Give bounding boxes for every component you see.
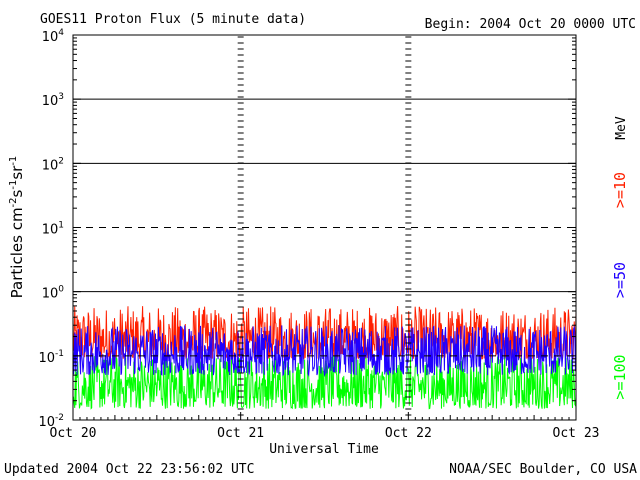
- y-tick-label-2: 102: [42, 156, 64, 173]
- svg-text:>=50: >=50: [611, 262, 629, 298]
- x-axis-label: Universal Time: [269, 442, 379, 457]
- y-tick-label-6: 10-2: [38, 413, 64, 430]
- plot-series: [72, 306, 577, 410]
- source-label: NOAA/SEC Boulder, CO USA: [449, 462, 637, 477]
- y-label-sr: sr: [8, 165, 26, 180]
- x-tick-label-2: Oct 22: [385, 426, 432, 441]
- y-label-sup1: -2: [8, 197, 19, 207]
- begin-label: Begin: 2004 Oct 20 0000 UTC: [425, 17, 636, 32]
- day-markers: [237, 36, 412, 416]
- series-line-2: [72, 355, 577, 410]
- updated-label: Updated 2004 Oct 22 23:56:02 UTC: [4, 462, 254, 477]
- y-tick-label-0: 104: [42, 28, 65, 45]
- y-label-sup2: -1: [8, 180, 19, 190]
- series-line-1: [72, 325, 577, 378]
- y-axis: 104 103 102 101 100 10-1 10-2: [38, 28, 576, 430]
- legend-entry-2: >=100: [611, 354, 629, 399]
- x-tick-label-1: Oct 21: [217, 426, 264, 441]
- legend: >=10 >=50 >=100: [611, 172, 629, 400]
- x-tick-label-0: Oct 20: [50, 426, 97, 441]
- y-label-sup3: -1: [8, 156, 19, 166]
- x-tick-label-3: Oct 23: [553, 426, 600, 441]
- day-marker-1: [237, 36, 244, 416]
- legend-entry-0: >=10: [611, 172, 629, 208]
- legend-entry-1: >=50: [611, 262, 629, 298]
- grid: [73, 98, 576, 357]
- chart-title: GOES11 Proton Flux (5 minute data): [40, 12, 306, 27]
- y-tick-label-4: 100: [42, 285, 65, 302]
- svg-text:>=10: >=10: [611, 172, 629, 208]
- y-axis-label: Particles cm-2s-1sr-1: [8, 156, 26, 299]
- y-tick-label-5: 10-1: [38, 349, 64, 366]
- svg-text:Particles cm-2s-1sr-1: Particles cm-2s-1sr-1: [8, 156, 26, 299]
- y-tick-label-1: 103: [42, 92, 64, 109]
- y-tick-label-3: 101: [42, 221, 64, 238]
- svg-text:>=100: >=100: [611, 354, 629, 399]
- y-label-main: Particles cm: [8, 207, 26, 298]
- y-label-s: s: [8, 189, 26, 197]
- day-marker-2: [405, 36, 412, 416]
- legend-mev: MeV: [614, 116, 629, 140]
- svg-text:MeV: MeV: [614, 116, 629, 140]
- x-axis: Oct 20 Oct 21 Oct 22 Oct 23: [50, 412, 600, 441]
